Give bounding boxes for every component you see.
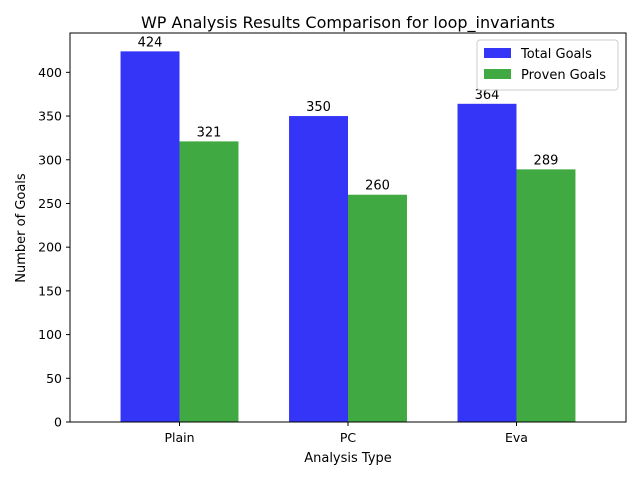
y-tick-label: 400 xyxy=(38,65,62,80)
data-label: 289 xyxy=(534,153,559,168)
y-tick-label: 100 xyxy=(38,327,62,342)
x-tick-label: Plain xyxy=(164,430,194,445)
y-tick-label: 200 xyxy=(38,240,62,255)
legend-entry: Total Goals xyxy=(520,47,592,62)
legend-swatch xyxy=(484,48,511,58)
chart-title: WP Analysis Results Comparison for loop_… xyxy=(141,13,555,33)
plot-area: 424 350 364 321 260 289 0 50 100 150 200 250 300 350 4… xyxy=(38,32,627,445)
legend-swatch xyxy=(484,69,511,79)
x-axis-label: Analysis Type xyxy=(304,451,392,466)
bar-proven-goals-pc xyxy=(348,194,407,422)
legend-box xyxy=(476,39,619,91)
data-label: 321 xyxy=(197,125,222,140)
bar-total-goals-pc xyxy=(289,116,348,422)
data-label: 424 xyxy=(138,35,163,50)
y-tick-label: 350 xyxy=(38,109,62,124)
x-tick-label: Eva xyxy=(505,430,528,445)
data-label: 260 xyxy=(365,179,390,194)
y-axis-label: Number of Goals xyxy=(14,173,29,283)
y-tick-label: 150 xyxy=(38,283,62,298)
bar-total-goals-plain xyxy=(120,51,180,423)
y-tick-label: 300 xyxy=(38,152,62,167)
y-tick-label: 50 xyxy=(46,371,62,386)
x-tick-label: PC xyxy=(340,430,357,445)
y-tick-label: 250 xyxy=(38,196,62,211)
legend: Total Goals Proven Goals xyxy=(476,39,619,91)
y-tick-label: 0 xyxy=(54,415,62,430)
bar-total-goals-eva xyxy=(457,103,517,423)
data-label: 364 xyxy=(475,88,500,103)
data-label: 350 xyxy=(306,100,331,115)
bar-proven-goals-eva xyxy=(516,169,576,422)
legend-entry: Proven Goals xyxy=(521,68,606,83)
bar-proven-goals-plain xyxy=(179,141,239,422)
